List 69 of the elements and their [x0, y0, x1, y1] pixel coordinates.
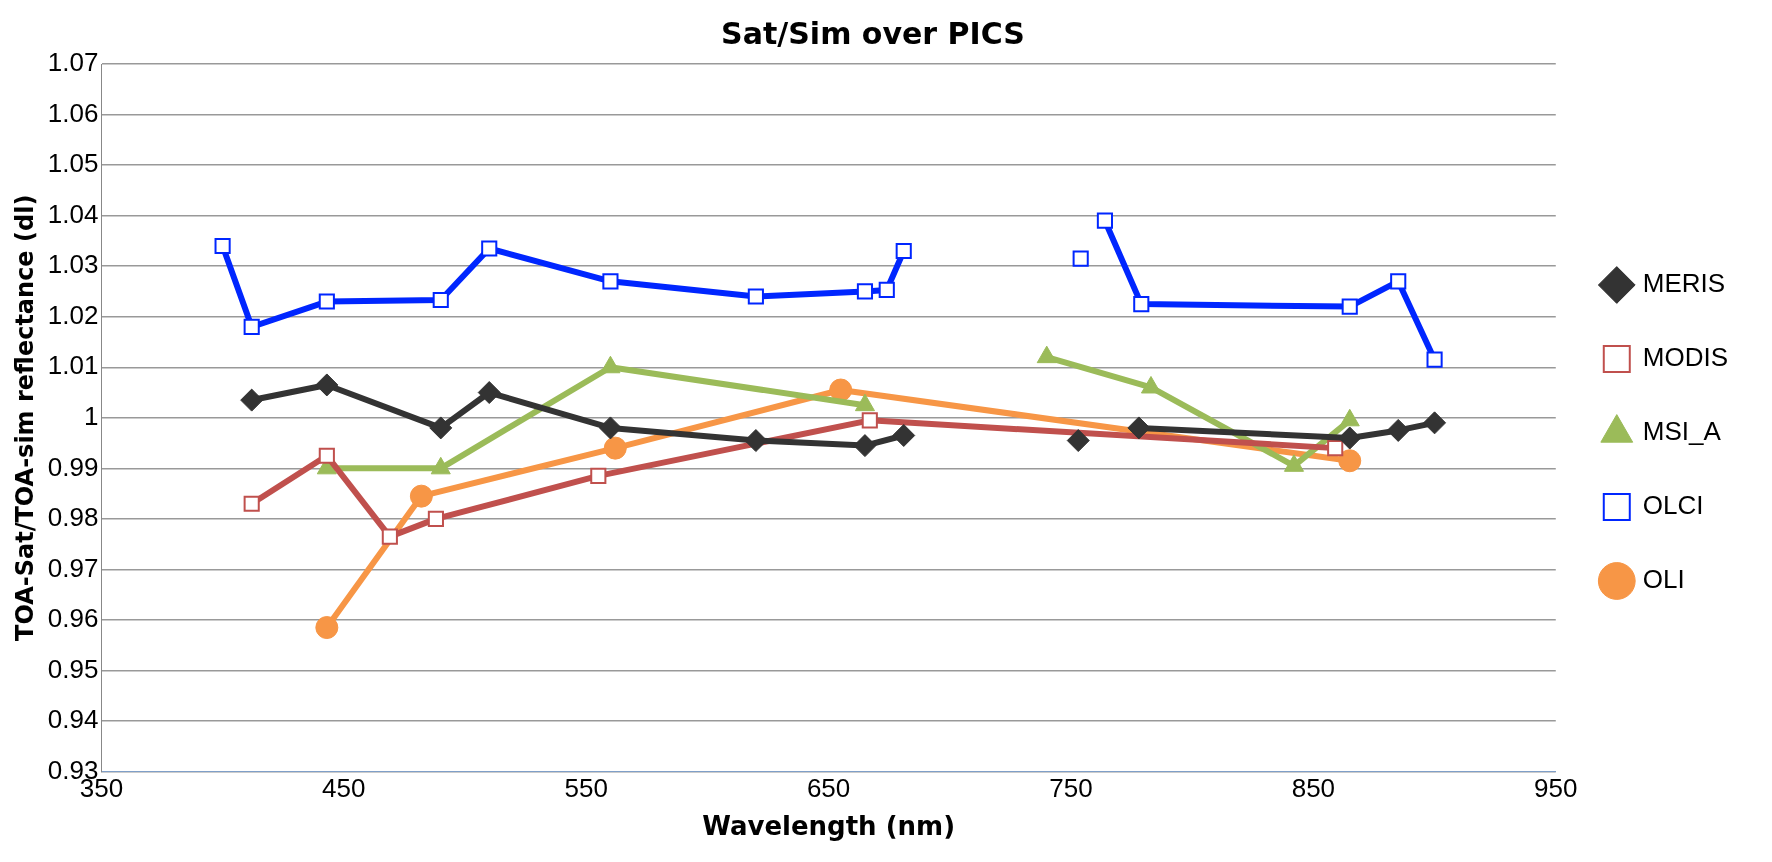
point — [427, 510, 444, 527]
point — [1327, 440, 1344, 457]
point — [602, 273, 619, 290]
y-tick-label: 0.94 — [47, 704, 99, 735]
point — [318, 293, 335, 310]
point — [240, 388, 264, 412]
point — [1133, 296, 1150, 313]
y-tick-label: 1.06 — [47, 97, 99, 128]
point — [1338, 449, 1362, 473]
y-axis-title: TOA-Sat/TOA-sim reflectance (dl) — [10, 194, 39, 641]
point — [214, 237, 231, 255]
point — [1096, 212, 1113, 229]
point — [1072, 250, 1089, 267]
point — [856, 283, 874, 300]
point — [1386, 418, 1410, 442]
point — [1426, 351, 1443, 368]
point — [1341, 298, 1358, 315]
point — [318, 447, 335, 464]
x-tick-label: 450 — [322, 773, 366, 804]
point — [861, 412, 878, 429]
y-tick-label: 0.98 — [47, 502, 99, 533]
x-tick-label: 650 — [806, 773, 851, 804]
y-tick-label: 0.97 — [47, 552, 99, 583]
y-tick-label: 1.03 — [47, 249, 99, 280]
legend-label: MSI_A — [1642, 416, 1722, 447]
point — [895, 242, 912, 260]
x-tick-label: 950 — [1534, 773, 1578, 804]
point — [590, 467, 607, 484]
legend-label: OLCI — [1642, 490, 1704, 521]
y-tick-label: 1.05 — [47, 148, 99, 179]
point — [409, 484, 433, 508]
point — [243, 318, 260, 335]
point — [598, 416, 622, 440]
x-axis-title: Wavelength (nm) — [702, 811, 956, 842]
point — [1423, 411, 1447, 435]
point — [381, 528, 398, 545]
point — [603, 436, 627, 460]
point — [315, 616, 339, 640]
point — [829, 378, 853, 402]
point — [1390, 273, 1407, 290]
y-tick-label: 1 — [83, 400, 99, 431]
y-tick-label: 1.02 — [47, 299, 99, 330]
y-tick-label: 0.96 — [47, 603, 99, 634]
point — [243, 495, 260, 512]
y-tick-label: 0.99 — [47, 451, 99, 482]
point — [747, 288, 764, 305]
y-tick-label: 1.07 — [47, 47, 99, 78]
x-tick-label: 750 — [1049, 773, 1093, 804]
chart-title: Sat/Sim over PICS — [721, 15, 1025, 51]
point — [853, 434, 877, 458]
y-tick-label: 0.95 — [47, 653, 99, 684]
point — [432, 291, 449, 309]
point — [1127, 416, 1151, 440]
legend-label: MERIS — [1642, 268, 1726, 299]
x-tick-label: 550 — [564, 773, 608, 804]
y-tick-label: 1.04 — [47, 198, 99, 229]
y-tick-label: 1.01 — [47, 350, 99, 381]
point — [315, 373, 339, 397]
point — [1338, 426, 1362, 450]
x-tick-label: 850 — [1291, 773, 1336, 804]
point — [429, 416, 453, 440]
point — [1066, 429, 1090, 453]
point — [878, 281, 895, 298]
legend-label: OLI — [1642, 564, 1685, 595]
point — [477, 381, 501, 405]
point — [481, 240, 498, 257]
point — [744, 429, 768, 453]
legend-label: MODIS — [1642, 342, 1729, 373]
point — [892, 423, 916, 447]
